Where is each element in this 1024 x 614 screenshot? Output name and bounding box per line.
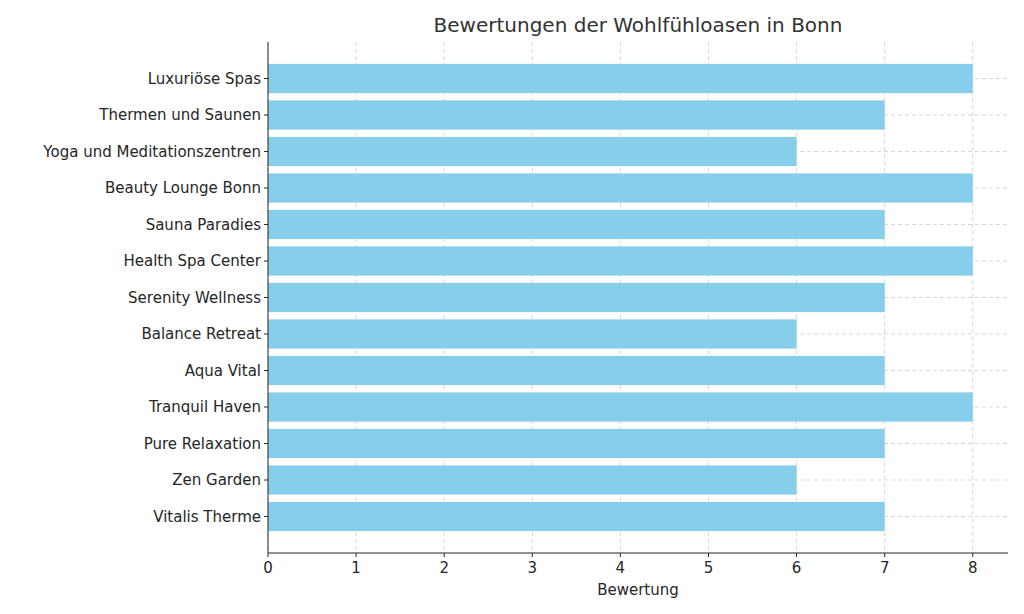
y-tick-label: Luxuriöse Spas: [148, 70, 262, 88]
y-tick-label: Health Spa Center: [123, 252, 261, 270]
bar: [268, 356, 885, 385]
y-tick: [264, 370, 268, 371]
y-tick-label: Vitalis Therme: [153, 508, 261, 526]
grid-line-x: [972, 42, 973, 553]
x-tick: [444, 553, 445, 557]
y-tick: [264, 115, 268, 116]
x-tick-label: 3: [528, 559, 538, 577]
grid: [268, 42, 1008, 553]
x-tick-label: 1: [351, 559, 361, 577]
y-tick: [264, 480, 268, 481]
y-tick-label: Zen Garden: [172, 471, 261, 489]
bar: [268, 319, 797, 348]
y-tick: [264, 407, 268, 408]
x-tick: [532, 553, 533, 557]
x-tick-label: 4: [616, 559, 626, 577]
y-tick: [264, 188, 268, 189]
chart-svg: 0 1 2 3 4 5 6 7 8 Luxuriöse Spas Thermen und Saune…: [0, 0, 1024, 614]
x-tick-label: 0: [263, 559, 273, 577]
y-tick-label: Beauty Lounge Bonn: [105, 179, 261, 197]
y-tick: [264, 297, 268, 298]
x-tick-label: 7: [880, 559, 890, 577]
y-ticks: Luxuriöse Spas Thermen und Saunen Yoga und…: [42, 70, 268, 526]
y-tick: [264, 261, 268, 262]
bar: [268, 429, 885, 458]
bar: [268, 137, 797, 166]
x-tick: [972, 553, 973, 557]
bar: [268, 465, 797, 494]
x-ticks: 0 1 2 3 4 5 6 7 8: [263, 553, 977, 577]
bar: [268, 210, 885, 239]
x-tick-label: 5: [704, 559, 714, 577]
y-tick: [264, 151, 268, 152]
chart-title: Bewertungen der Wohlfühloasen in Bonn: [434, 13, 843, 37]
y-tick-label: Sauna Paradies: [146, 216, 262, 234]
y-tick-label: Balance Retreat: [141, 325, 261, 343]
y-tick-label: Tranquil Haven: [148, 398, 261, 416]
bar: [268, 64, 973, 93]
x-axis-line: [268, 553, 1008, 554]
bar: [268, 392, 973, 421]
y-tick-label: Yoga und Meditationszentren: [42, 143, 261, 161]
y-tick: [264, 78, 268, 79]
x-tick-label: 2: [439, 559, 449, 577]
y-tick: [264, 443, 268, 444]
y-tick-label: Thermen und Saunen: [98, 106, 261, 124]
x-tick: [708, 553, 709, 557]
y-tick: [264, 334, 268, 335]
x-tick: [620, 553, 621, 557]
x-tick-label: 6: [792, 559, 802, 577]
x-tick: [268, 553, 269, 557]
bar: [268, 100, 885, 129]
y-tick-label: Aqua Vital: [185, 362, 261, 380]
x-tick-label: 8: [968, 559, 978, 577]
bar: [268, 502, 885, 531]
y-tick-label: Pure Relaxation: [144, 435, 261, 453]
x-tick: [884, 553, 885, 557]
x-tick: [796, 553, 797, 557]
bar: [268, 173, 973, 202]
y-tick: [264, 224, 268, 225]
bar: [268, 283, 885, 312]
bars: [268, 64, 973, 531]
bar: [268, 246, 973, 275]
x-tick: [356, 553, 357, 557]
chart-container: 0 1 2 3 4 5 6 7 8 Luxuriöse Spas Thermen und Saune…: [0, 0, 1024, 614]
x-axis-label: Bewertung: [597, 581, 679, 599]
y-tick-label: Serenity Wellness: [128, 289, 261, 307]
y-tick: [264, 516, 268, 517]
